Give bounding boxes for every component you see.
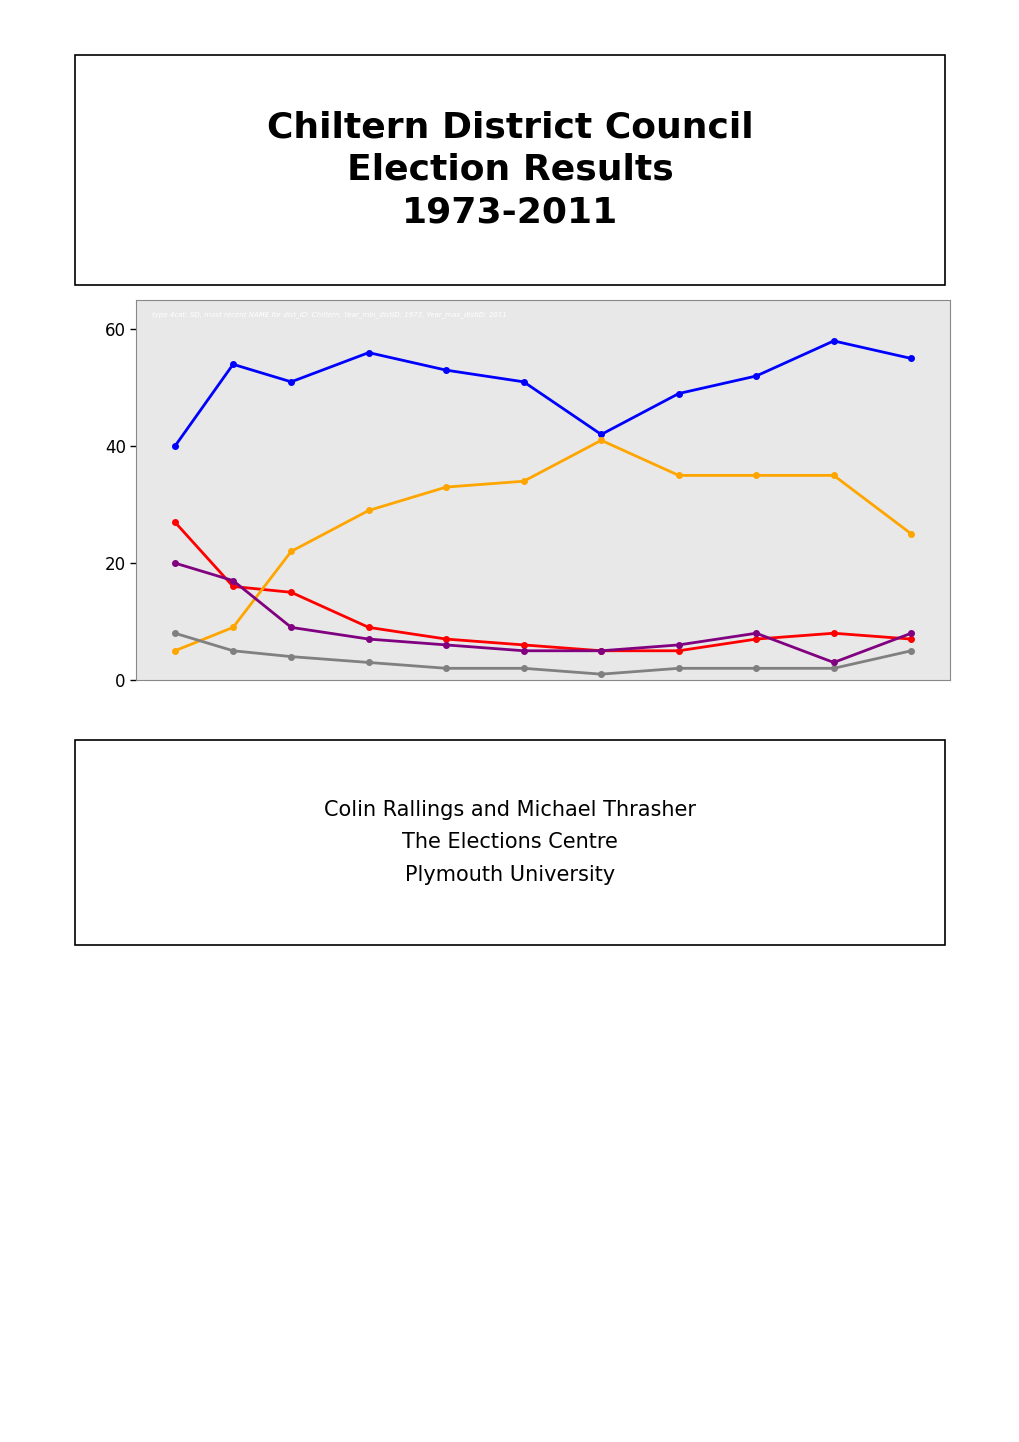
FancyBboxPatch shape: [75, 55, 944, 286]
Text: Chiltern District Council
Election Results
1973-2011: Chiltern District Council Election Resul…: [266, 111, 753, 229]
FancyBboxPatch shape: [75, 740, 944, 945]
Text: Colin Rallings and Michael Thrasher
The Elections Centre
Plymouth University: Colin Rallings and Michael Thrasher The …: [324, 800, 695, 885]
Text: type 4cat: SD, most recent NAME for dist_ID: Chiltern, Year_min_distID: 1973, Ye: type 4cat: SD, most recent NAME for dist…: [152, 311, 506, 319]
